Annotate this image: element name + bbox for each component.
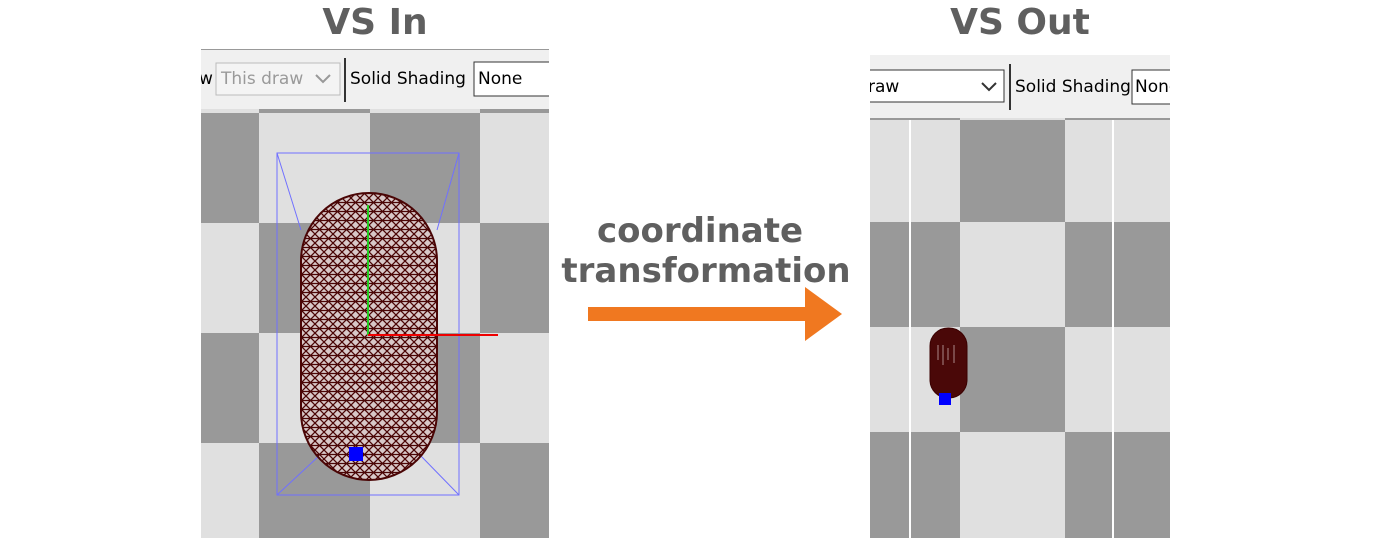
arrow-label: coordinate: [597, 211, 803, 251]
pivot: [939, 393, 951, 405]
capsule: [929, 327, 968, 399]
dark-square: [480, 443, 549, 538]
dropdown-icon: [315, 74, 331, 84]
toolbar-label: Solid Shading: [1015, 77, 1131, 97]
dark-square: [960, 120, 1065, 222]
left-panel: w This draw Solid Shading None: [199, 49, 559, 538]
select[interactable]: [860, 69, 1005, 103]
select-text: This draw: [220, 69, 303, 89]
select-text: raw: [868, 77, 899, 97]
dark-square: [201, 113, 259, 223]
dark-square: [1065, 222, 1170, 327]
input-text: None: [1135, 77, 1179, 97]
capsule-mesh: [937, 345, 955, 365]
dark-square: [870, 432, 960, 538]
dark-square: [960, 327, 1065, 432]
input[interactable]: [1131, 69, 1192, 105]
toolbar-label: Solid Shading: [350, 69, 466, 89]
arrow-label: transformation: [561, 251, 850, 291]
input-text: None: [478, 69, 522, 89]
dark-square: [201, 333, 259, 443]
dark-square: [870, 222, 960, 327]
bounding-box: [276, 152, 460, 496]
right-panel: raw Solid Shading None: [860, 55, 1192, 538]
title-left: VS In: [322, 2, 427, 43]
dark-square: [480, 223, 549, 333]
pivot: [349, 447, 363, 461]
input[interactable]: [473, 61, 559, 97]
dark-square: [1065, 432, 1170, 538]
arrow-head: [805, 287, 842, 341]
dropdown-icon: [981, 82, 997, 92]
capsule-mesh: [301, 193, 437, 480]
toolbar-text: w: [199, 69, 213, 89]
title-right: VS Out: [950, 2, 1090, 43]
